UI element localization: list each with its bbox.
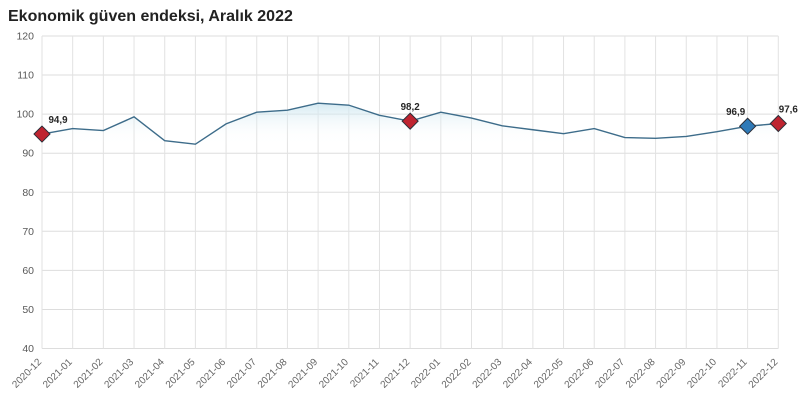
svg-text:2022-01: 2022-01 (409, 357, 443, 391)
svg-text:2021-11: 2021-11 (348, 357, 382, 391)
svg-text:2022-12: 2022-12 (747, 357, 781, 391)
svg-text:96,9: 96,9 (726, 107, 746, 118)
svg-text:2022-05: 2022-05 (532, 357, 566, 391)
svg-text:110: 110 (17, 70, 34, 82)
svg-text:50: 50 (22, 304, 34, 316)
svg-text:100: 100 (16, 109, 34, 121)
svg-text:120: 120 (16, 31, 34, 43)
svg-text:2021-09: 2021-09 (287, 357, 321, 391)
svg-text:2021-10: 2021-10 (317, 357, 351, 391)
svg-text:2021-05: 2021-05 (164, 357, 198, 391)
svg-text:97,6: 97,6 (779, 105, 799, 116)
svg-text:2022-11: 2022-11 (717, 357, 751, 391)
svg-text:2022-07: 2022-07 (593, 357, 627, 391)
svg-text:40: 40 (22, 343, 34, 355)
svg-text:2022-09: 2022-09 (655, 357, 689, 391)
svg-text:2022-04: 2022-04 (501, 357, 535, 391)
svg-text:2021-04: 2021-04 (133, 357, 167, 391)
svg-text:94,9: 94,9 (48, 115, 68, 126)
svg-text:2021-08: 2021-08 (256, 357, 290, 391)
svg-text:2021-01: 2021-01 (41, 357, 75, 391)
svg-text:2020-12: 2020-12 (10, 357, 44, 391)
svg-text:2022-10: 2022-10 (685, 357, 719, 391)
svg-text:70: 70 (22, 226, 34, 238)
svg-text:2021-06: 2021-06 (194, 357, 228, 391)
svg-text:2021-03: 2021-03 (102, 357, 136, 391)
svg-text:2022-03: 2022-03 (471, 357, 505, 391)
svg-text:2022-06: 2022-06 (563, 357, 597, 391)
svg-text:2022-02: 2022-02 (440, 357, 474, 391)
svg-text:2021-12: 2021-12 (379, 357, 413, 391)
svg-text:90: 90 (22, 148, 34, 160)
svg-text:2021-02: 2021-02 (72, 357, 106, 391)
svg-text:98,2: 98,2 (401, 102, 421, 113)
svg-text:80: 80 (22, 187, 34, 199)
svg-text:2021-07: 2021-07 (225, 357, 259, 391)
svg-text:60: 60 (22, 265, 34, 277)
svg-text:2022-08: 2022-08 (624, 357, 658, 391)
